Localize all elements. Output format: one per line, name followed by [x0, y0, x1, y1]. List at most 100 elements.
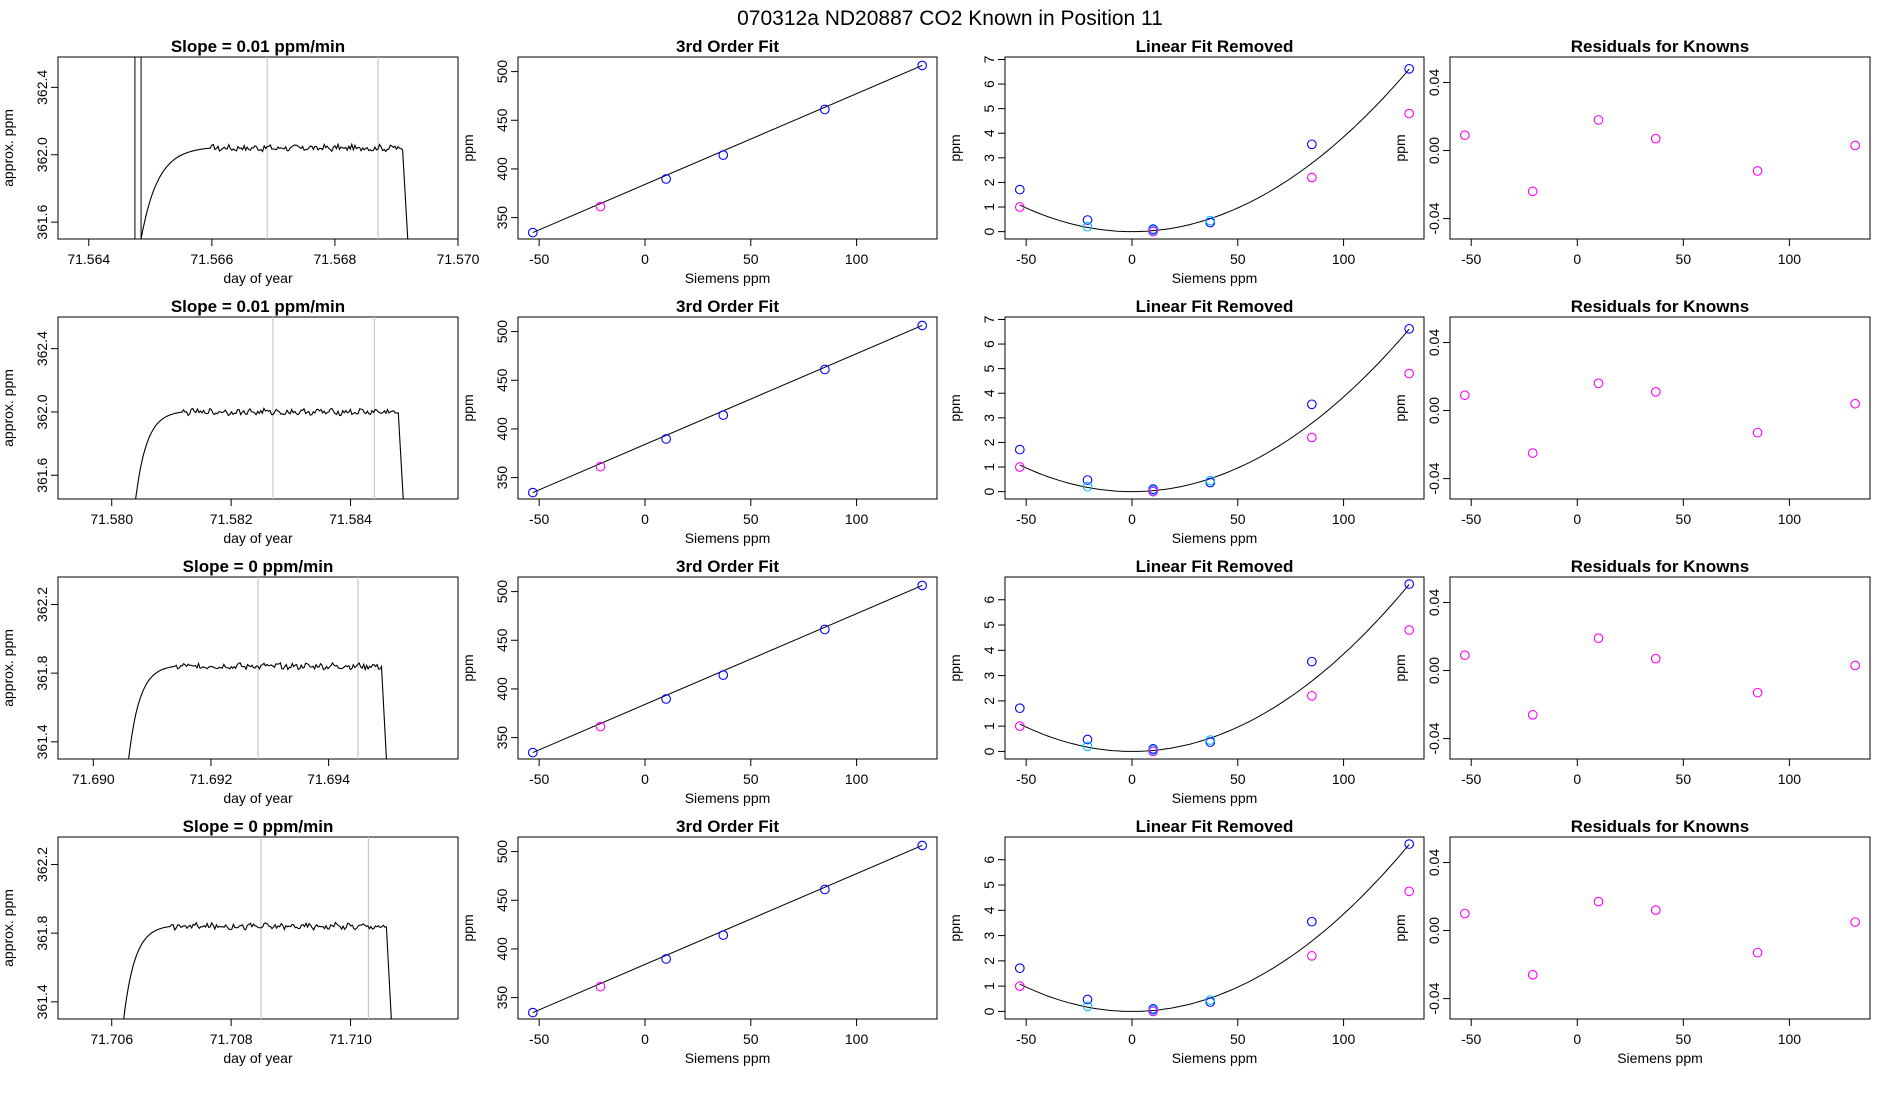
x-axis-label: Siemens ppm: [1172, 1050, 1258, 1066]
plot-area: [1014, 323, 1415, 497]
data-point: [1404, 886, 1415, 897]
data-point: [1306, 139, 1317, 150]
y-tick-label: 1: [981, 722, 997, 730]
panel-title: Slope = 0.01 ppm/min: [171, 297, 345, 316]
y-tick-label: 400: [494, 937, 510, 961]
y-tick-label: 6: [981, 80, 997, 88]
data-point: [1205, 735, 1216, 745]
fit-curve: [1019, 328, 1410, 493]
panel-title: Slope = 0 ppm/min: [183, 557, 334, 576]
plot-frame: [517, 576, 938, 760]
data-point: [1205, 217, 1216, 228]
x-tick-label: 100: [1778, 771, 1802, 787]
data-point: [1306, 690, 1317, 701]
y-tick-label: 3: [981, 671, 997, 679]
data-point: [819, 884, 830, 895]
x-tick-label: 71.708: [210, 1031, 253, 1047]
y-tick-label: 3: [981, 154, 997, 162]
data-point: [1404, 368, 1415, 379]
ppm-trace-line: [128, 661, 387, 759]
data-point: [819, 364, 830, 375]
data-point: [1205, 737, 1216, 747]
y-tick-label: 0.04: [1426, 329, 1442, 356]
x-axis-label: day of year: [223, 270, 293, 286]
y-tick-label: 4: [981, 646, 997, 654]
data-point: [1082, 734, 1093, 745]
y-axis-label: approx. ppm: [0, 109, 16, 187]
data-point: [819, 104, 830, 115]
x-tick-label: 50: [743, 771, 759, 787]
data-point: [1082, 994, 1093, 1005]
panel-r2-c2: Linear Fit Removed -50 0 50 100 0 1 2 3 4 5 6 Siemen…: [947, 557, 1425, 806]
data-point: [1306, 916, 1317, 927]
y-tick-label: 361.4: [34, 984, 50, 1019]
y-tick-label: 362.0: [34, 394, 50, 429]
data-point: [1082, 475, 1093, 485]
data-point: [1650, 653, 1661, 664]
y-tick-label: 0: [981, 228, 997, 236]
x-tick-label: -50: [1461, 771, 1481, 787]
data-point: [1205, 475, 1216, 486]
y-tick-label: -0.04: [1426, 982, 1442, 1014]
plot-area: [1459, 896, 1861, 980]
data-point: [1527, 709, 1538, 720]
data-point: [1459, 130, 1470, 141]
y-axis-label: ppm: [947, 394, 963, 421]
y-axis-label: approx. ppm: [0, 629, 16, 707]
plot-area: [1459, 633, 1861, 720]
plot-area: [1014, 63, 1415, 237]
panel-title: Residuals for Knowns: [1571, 557, 1750, 576]
data-point: [1650, 386, 1661, 397]
y-tick-label: 361.8: [34, 655, 50, 690]
data-point: [1082, 1001, 1093, 1012]
y-tick-label: 5: [981, 105, 997, 113]
data-point: [718, 670, 729, 680]
data-point: [1014, 202, 1025, 212]
plot-frame: [1449, 56, 1871, 240]
data-point: [661, 434, 671, 444]
x-axis-label: day of year: [223, 530, 293, 546]
data-point: [595, 981, 606, 992]
y-tick-label: 400: [494, 417, 510, 441]
panel-r1-c2: Linear Fit Removed -50 0 50 100 0 1 2 3 4 5 6 7 Sieme…: [947, 297, 1425, 546]
plot-frame: [57, 316, 459, 500]
x-tick-label: 100: [1332, 1031, 1356, 1047]
data-point: [819, 624, 830, 635]
x-tick-label: 71.582: [210, 511, 253, 527]
y-tick-label: 362.4: [34, 70, 50, 105]
x-tick-label: 100: [845, 511, 869, 527]
y-tick-label: 0.00: [1426, 397, 1442, 424]
data-point: [718, 930, 729, 940]
y-tick-label: 500: [494, 60, 510, 84]
x-tick-label: 0: [1128, 511, 1136, 527]
y-tick-label: 361.4: [34, 724, 50, 759]
x-tick-label: 71.566: [190, 251, 233, 267]
fit-line: [532, 325, 923, 494]
data-point: [1404, 108, 1415, 119]
x-tick-label: 100: [1332, 251, 1356, 267]
data-point: [1850, 660, 1861, 671]
data-point: [1205, 997, 1216, 1007]
panel-r3-c2: Linear Fit Removed -50 0 50 100 0 1 2 3 4 5 6 Siemen…: [947, 817, 1425, 1066]
plot-frame: [517, 316, 938, 500]
y-tick-label: 450: [494, 108, 510, 132]
x-tick-label: 50: [743, 251, 759, 267]
x-tick-label: 71.580: [90, 511, 133, 527]
x-tick-label: -50: [1461, 1031, 1481, 1047]
y-tick-label: 5: [981, 365, 997, 373]
y-axis-label: ppm: [947, 914, 963, 941]
plot-frame: [1449, 836, 1871, 1020]
panel-title: Slope = 0.01 ppm/min: [171, 37, 345, 56]
data-point: [527, 227, 538, 238]
x-tick-label: 100: [1332, 511, 1356, 527]
y-tick-label: 0: [981, 488, 997, 496]
x-tick-label: 50: [743, 1031, 759, 1047]
data-point: [595, 201, 606, 212]
y-tick-label: 500: [494, 320, 510, 344]
y-tick-label: 361.8: [34, 915, 50, 950]
y-tick-label: 3: [981, 931, 997, 939]
y-tick-label: -0.04: [1426, 202, 1442, 234]
x-tick-label: -50: [1016, 771, 1036, 787]
data-point: [1650, 905, 1661, 915]
